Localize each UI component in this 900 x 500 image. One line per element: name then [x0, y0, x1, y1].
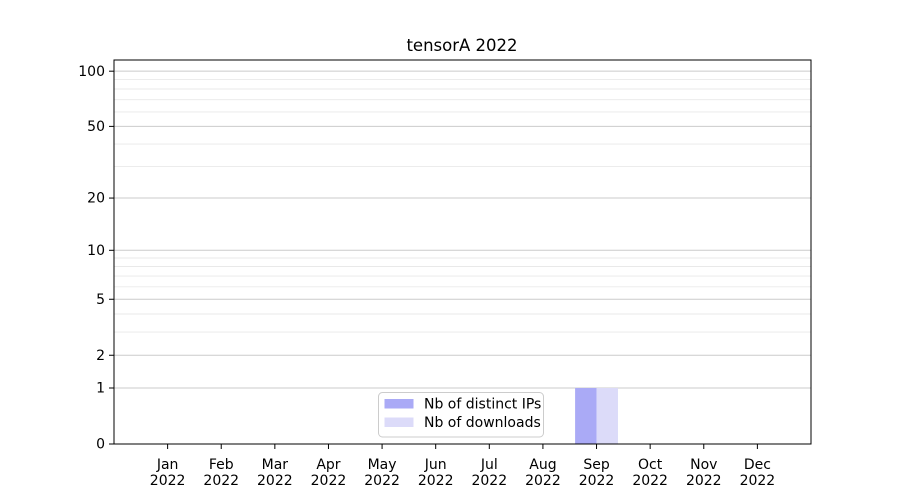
major-gridlines	[114, 70, 811, 389]
x-tick-label-month: Oct	[638, 457, 663, 473]
x-tick-label-month: Nov	[690, 457, 717, 473]
x-tick-label-year: 2022	[257, 473, 293, 489]
x-tick-label-year: 2022	[525, 473, 561, 489]
y-axis: 0 1 2 5 10 20 50 100	[78, 64, 114, 453]
x-tick-label-year: 2022	[632, 473, 668, 489]
bars	[575, 388, 618, 444]
x-axis: Jan2022Feb2022Mar2022Apr2022May2022Jun20…	[150, 444, 775, 489]
x-tick-label-year: 2022	[740, 473, 776, 489]
legend-swatch	[384, 417, 414, 427]
y-tick-label: 10	[87, 243, 105, 259]
y-tick-label: 5	[96, 292, 105, 308]
x-tick-label-year: 2022	[686, 473, 722, 489]
y-tick-label: 2	[96, 348, 105, 364]
x-tick-label-month: Mar	[262, 457, 289, 473]
bar-nb-of-downloads	[596, 388, 618, 444]
x-tick-label-month: Dec	[744, 457, 771, 473]
x-tick-label-month: Jan	[156, 457, 179, 473]
x-tick-label-month: Sep	[583, 457, 610, 473]
legend-swatch	[384, 399, 414, 409]
legend-box	[378, 392, 544, 438]
x-tick-label-month: Jul	[480, 457, 498, 473]
chart-title: tensorA 2022	[406, 36, 517, 55]
x-tick-label-month: May	[368, 457, 397, 473]
x-tick-label-year: 2022	[311, 473, 347, 489]
x-tick-label-year: 2022	[364, 473, 400, 489]
legend-label: Nb of downloads	[424, 415, 541, 431]
x-tick-label-year: 2022	[579, 473, 615, 489]
minor-gridlines	[114, 79, 811, 333]
x-tick-label-year: 2022	[150, 473, 186, 489]
legend: Nb of distinct IPs Nb of downloads	[378, 392, 544, 438]
x-tick-label-month: Feb	[209, 457, 234, 473]
bar-nb-of-distinct-ips	[575, 388, 597, 444]
y-tick-label: 20	[87, 191, 105, 207]
x-tick-label-month: Apr	[316, 457, 340, 473]
y-tick-label: 0	[96, 437, 105, 453]
x-tick-label-month: Jun	[424, 457, 447, 473]
x-tick-label-year: 2022	[418, 473, 454, 489]
x-tick-label-year: 2022	[471, 473, 507, 489]
y-tick-label: 100	[78, 64, 105, 80]
x-tick-label-year: 2022	[203, 473, 239, 489]
y-tick-label: 1	[96, 381, 105, 397]
plot-border	[113, 59, 812, 445]
x-tick-label-month: Aug	[529, 457, 556, 473]
legend-label: Nb of distinct IPs	[424, 397, 541, 413]
y-tick-label: 50	[87, 119, 105, 135]
